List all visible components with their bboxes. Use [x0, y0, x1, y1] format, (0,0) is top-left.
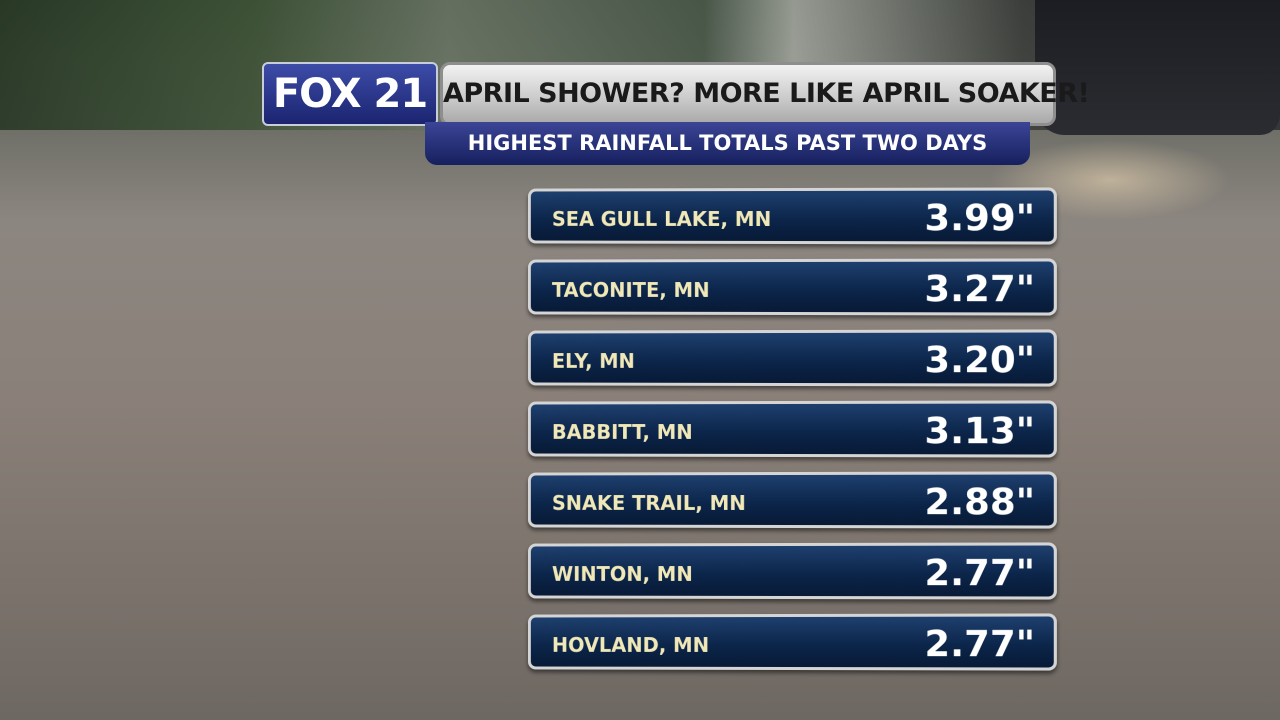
- rainfall-total: 2.77": [924, 623, 1036, 666]
- rainfall-total: 3.20": [924, 339, 1036, 382]
- rainfall-row: HOVLAND, MN 2.77": [527, 613, 1057, 671]
- rainfall-total: 2.77": [924, 552, 1036, 595]
- rainfall-total: 3.13": [924, 410, 1036, 453]
- location: ELY, MN: [551, 349, 635, 373]
- location: SNAKE TRAIL, MN: [551, 491, 746, 515]
- location: WINTON, MN: [551, 562, 693, 586]
- subheadline: HIGHEST RAINFALL TOTALS PAST TWO DAYS: [425, 122, 1030, 165]
- rainfall-row: SNAKE TRAIL, MN 2.88": [527, 471, 1057, 529]
- rainfall-total: 3.99": [924, 197, 1036, 240]
- location: BABBITT, MN: [551, 420, 693, 444]
- location: SEA GULL LAKE, MN: [551, 207, 772, 231]
- location: HOVLAND, MN: [551, 633, 710, 657]
- rainfall-row: SEA GULL LAKE, MN 3.99": [527, 187, 1057, 245]
- rainfall-row: ELY, MN 3.20": [527, 329, 1057, 387]
- headline: APRIL SHOWER? MORE LIKE APRIL SOAKER!: [440, 62, 1090, 126]
- station-logo: FOX 21: [262, 62, 438, 126]
- rainfall-total: 3.27": [924, 268, 1036, 311]
- background-car: [1035, 0, 1280, 135]
- rainfall-row: BABBITT, MN 3.13": [527, 400, 1057, 458]
- rainfall-row: TACONITE, MN 3.27": [527, 258, 1057, 316]
- rainfall-row: WINTON, MN 2.77": [527, 542, 1057, 600]
- rainfall-total: 2.88": [924, 481, 1036, 524]
- location: TACONITE, MN: [551, 278, 710, 302]
